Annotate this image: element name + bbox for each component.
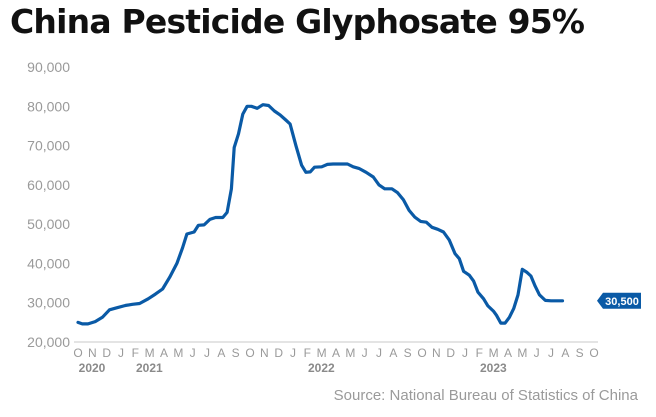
y-axis: 20,000 30,000 40,000 50,000 60,000 70,000 80,0… xyxy=(27,59,70,350)
x-month-label: O xyxy=(73,346,82,360)
x-month-label: J xyxy=(548,346,554,360)
x-month-label: J xyxy=(118,346,124,360)
x-month-label: M xyxy=(317,346,327,360)
x-month-label: O xyxy=(589,346,598,360)
x-year-label: 2022 xyxy=(308,361,335,375)
x-month-label: J xyxy=(290,346,296,360)
x-month-label: M xyxy=(173,346,183,360)
x-month-label: A xyxy=(389,346,397,360)
y-tick-label: 20,000 xyxy=(27,334,70,350)
source-note: Source: National Bureau of Statistics of… xyxy=(334,387,639,404)
x-month-label: A xyxy=(332,346,340,360)
x-year-label: 2020 xyxy=(79,361,106,375)
y-tick-label: 40,000 xyxy=(27,255,70,271)
x-axis: O N D J F M A M J J A S O N D J F M A M J J A S O N D J F M A M J J A S O202… xyxy=(73,341,599,375)
x-month-label: N xyxy=(88,346,97,360)
series-line xyxy=(76,103,565,326)
x-month-label: J xyxy=(362,346,368,360)
x-month-label: D xyxy=(446,346,455,360)
x-year-label: 2023 xyxy=(480,361,507,375)
y-tick-label: 60,000 xyxy=(27,177,70,193)
x-month-label: S xyxy=(576,346,584,360)
x-month-label: S xyxy=(404,346,412,360)
x-month-label: S xyxy=(232,346,240,360)
y-tick-label: 90,000 xyxy=(27,59,70,75)
x-month-label: J xyxy=(190,346,196,360)
last-value-label: 30,500 xyxy=(605,296,639,308)
x-month-label: N xyxy=(260,346,269,360)
x-month-label: J xyxy=(204,346,210,360)
y-tick-label: 50,000 xyxy=(27,216,70,232)
y-tick-label: 70,000 xyxy=(27,138,70,154)
series-layer xyxy=(76,103,565,326)
x-month-label: M xyxy=(517,346,527,360)
x-month-label: J xyxy=(534,346,540,360)
x-year-label: 2021 xyxy=(136,361,163,375)
x-month-label: F xyxy=(304,346,311,360)
x-month-label: A xyxy=(217,346,225,360)
x-month-label: J xyxy=(462,346,468,360)
last-value-callout: 30,500 xyxy=(597,292,641,309)
chart-title: China Pesticide Glyphosate 95% xyxy=(10,2,585,41)
x-month-label: D xyxy=(274,346,283,360)
last-value-badge xyxy=(597,292,641,309)
x-month-label: J xyxy=(376,346,382,360)
x-month-label: A xyxy=(561,346,569,360)
x-month-label: O xyxy=(417,346,426,360)
x-month-label: F xyxy=(132,346,139,360)
x-month-label: O xyxy=(245,346,254,360)
y-tick-label: 80,000 xyxy=(27,98,70,114)
x-month-label: M xyxy=(489,346,499,360)
x-month-label: D xyxy=(102,346,111,360)
x-month-label: M xyxy=(345,346,355,360)
x-month-label: A xyxy=(160,346,168,360)
y-tick-label: 30,000 xyxy=(27,295,70,311)
x-month-label: M xyxy=(145,346,155,360)
x-month-label: N xyxy=(432,346,441,360)
x-month-label: F xyxy=(476,346,483,360)
x-month-label: A xyxy=(504,346,512,360)
